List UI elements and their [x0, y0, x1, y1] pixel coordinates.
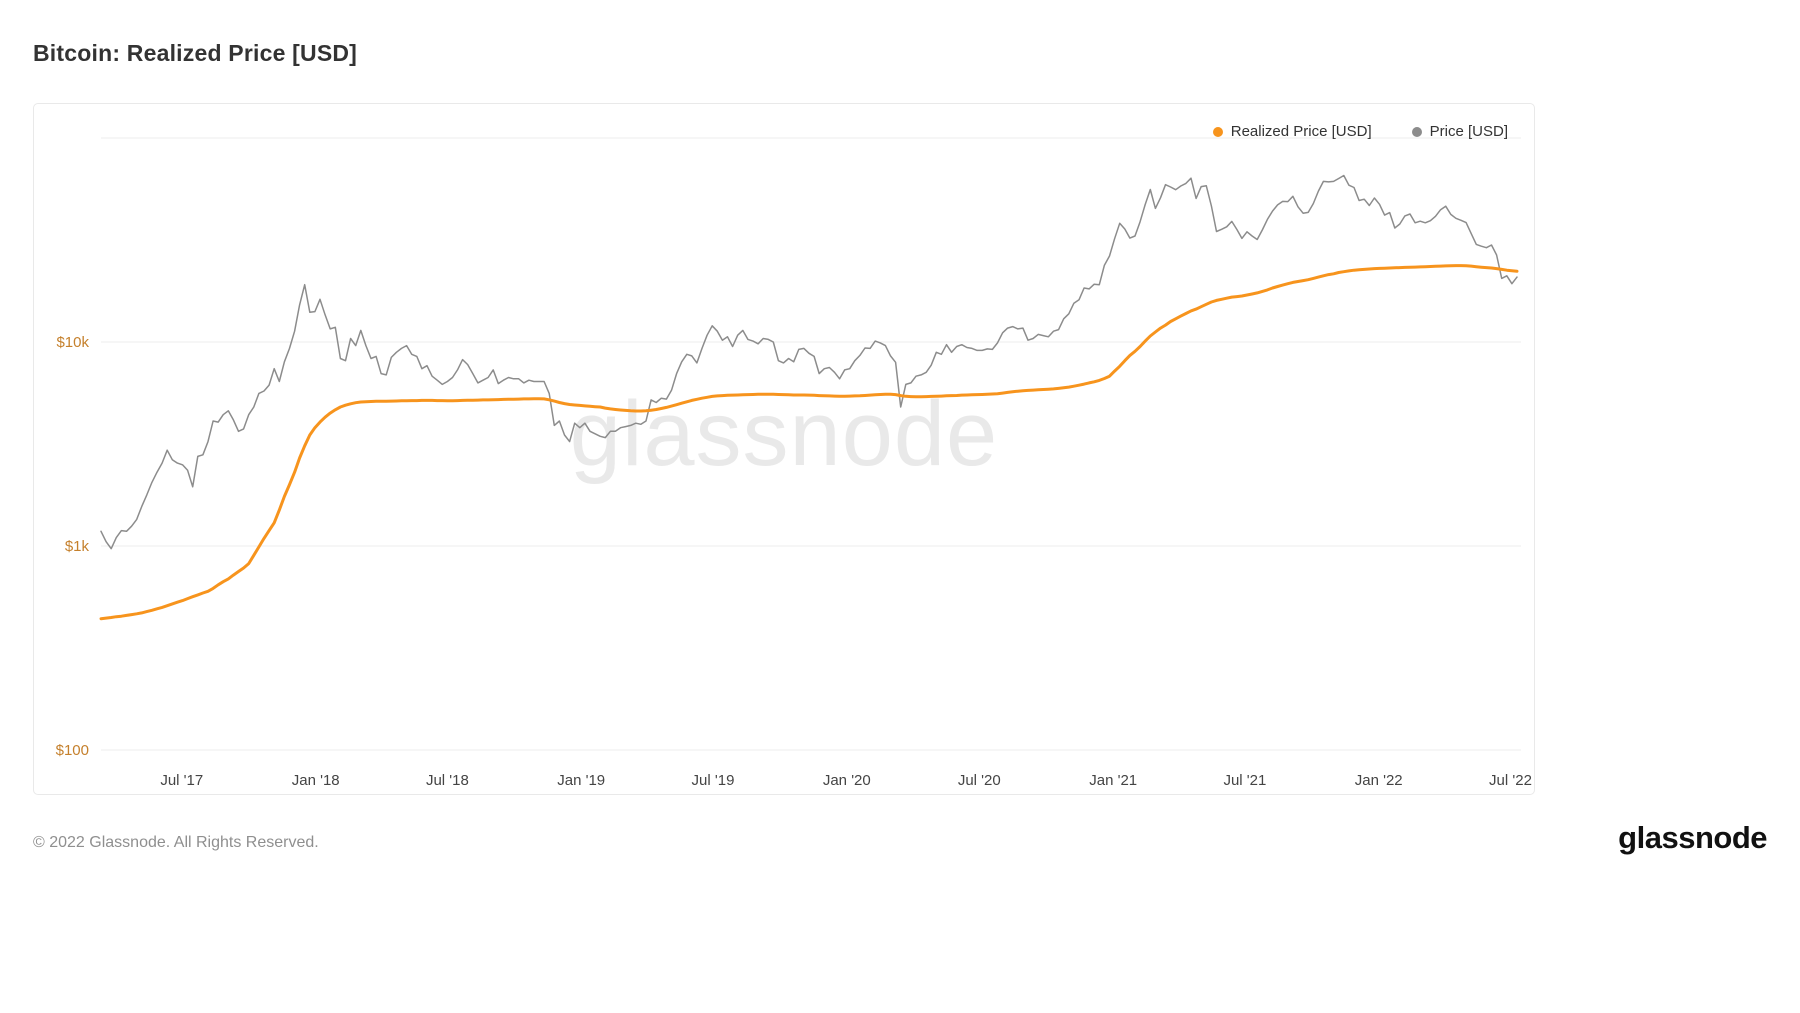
svg-text:Jul '18: Jul '18 — [426, 772, 469, 789]
svg-text:$100: $100 — [56, 742, 89, 759]
legend-label-price: Price [USD] — [1429, 123, 1508, 140]
svg-text:Jan '20: Jan '20 — [823, 772, 871, 789]
legend-item-realized-price[interactable]: Realized Price [USD] — [1212, 123, 1372, 140]
svg-text:Jul '19: Jul '19 — [692, 772, 735, 789]
svg-text:$1k: $1k — [65, 538, 90, 555]
svg-text:Jan '18: Jan '18 — [292, 772, 340, 789]
svg-text:Jul '20: Jul '20 — [958, 772, 1001, 789]
copyright-text: © 2022 Glassnode. All Rights Reserved. — [33, 834, 319, 851]
glassnode-logo: glassnode — [1618, 820, 1767, 855]
svg-text:Jan '22: Jan '22 — [1355, 772, 1403, 789]
svg-text:Jul '21: Jul '21 — [1223, 772, 1266, 789]
page-title: Bitcoin: Realized Price [USD] — [33, 40, 358, 66]
svg-text:Jan '19: Jan '19 — [557, 772, 605, 789]
price-chart[interactable]: $10k $1k $100 Jul '17 Jan '18 Jul '18 Jan '19 J… — [34, 104, 1535, 795]
legend-dot-realized-price — [1212, 126, 1223, 137]
legend-dot-price — [1411, 126, 1422, 137]
chart-card: glassnode $10k $1k $100 Jul '17 Jan '18 Jul '… — [33, 103, 1535, 795]
svg-text:Jul '17: Jul '17 — [160, 772, 203, 789]
legend-item-price[interactable]: Price [USD] — [1411, 123, 1508, 140]
legend-label-realized-price: Realized Price [USD] — [1230, 123, 1372, 140]
svg-text:Jan '21: Jan '21 — [1089, 772, 1137, 789]
chart-legend: Realized Price [USD] Price [USD] — [1212, 123, 1508, 140]
svg-text:$10k: $10k — [56, 334, 89, 351]
svg-text:Jul '22: Jul '22 — [1489, 772, 1532, 789]
